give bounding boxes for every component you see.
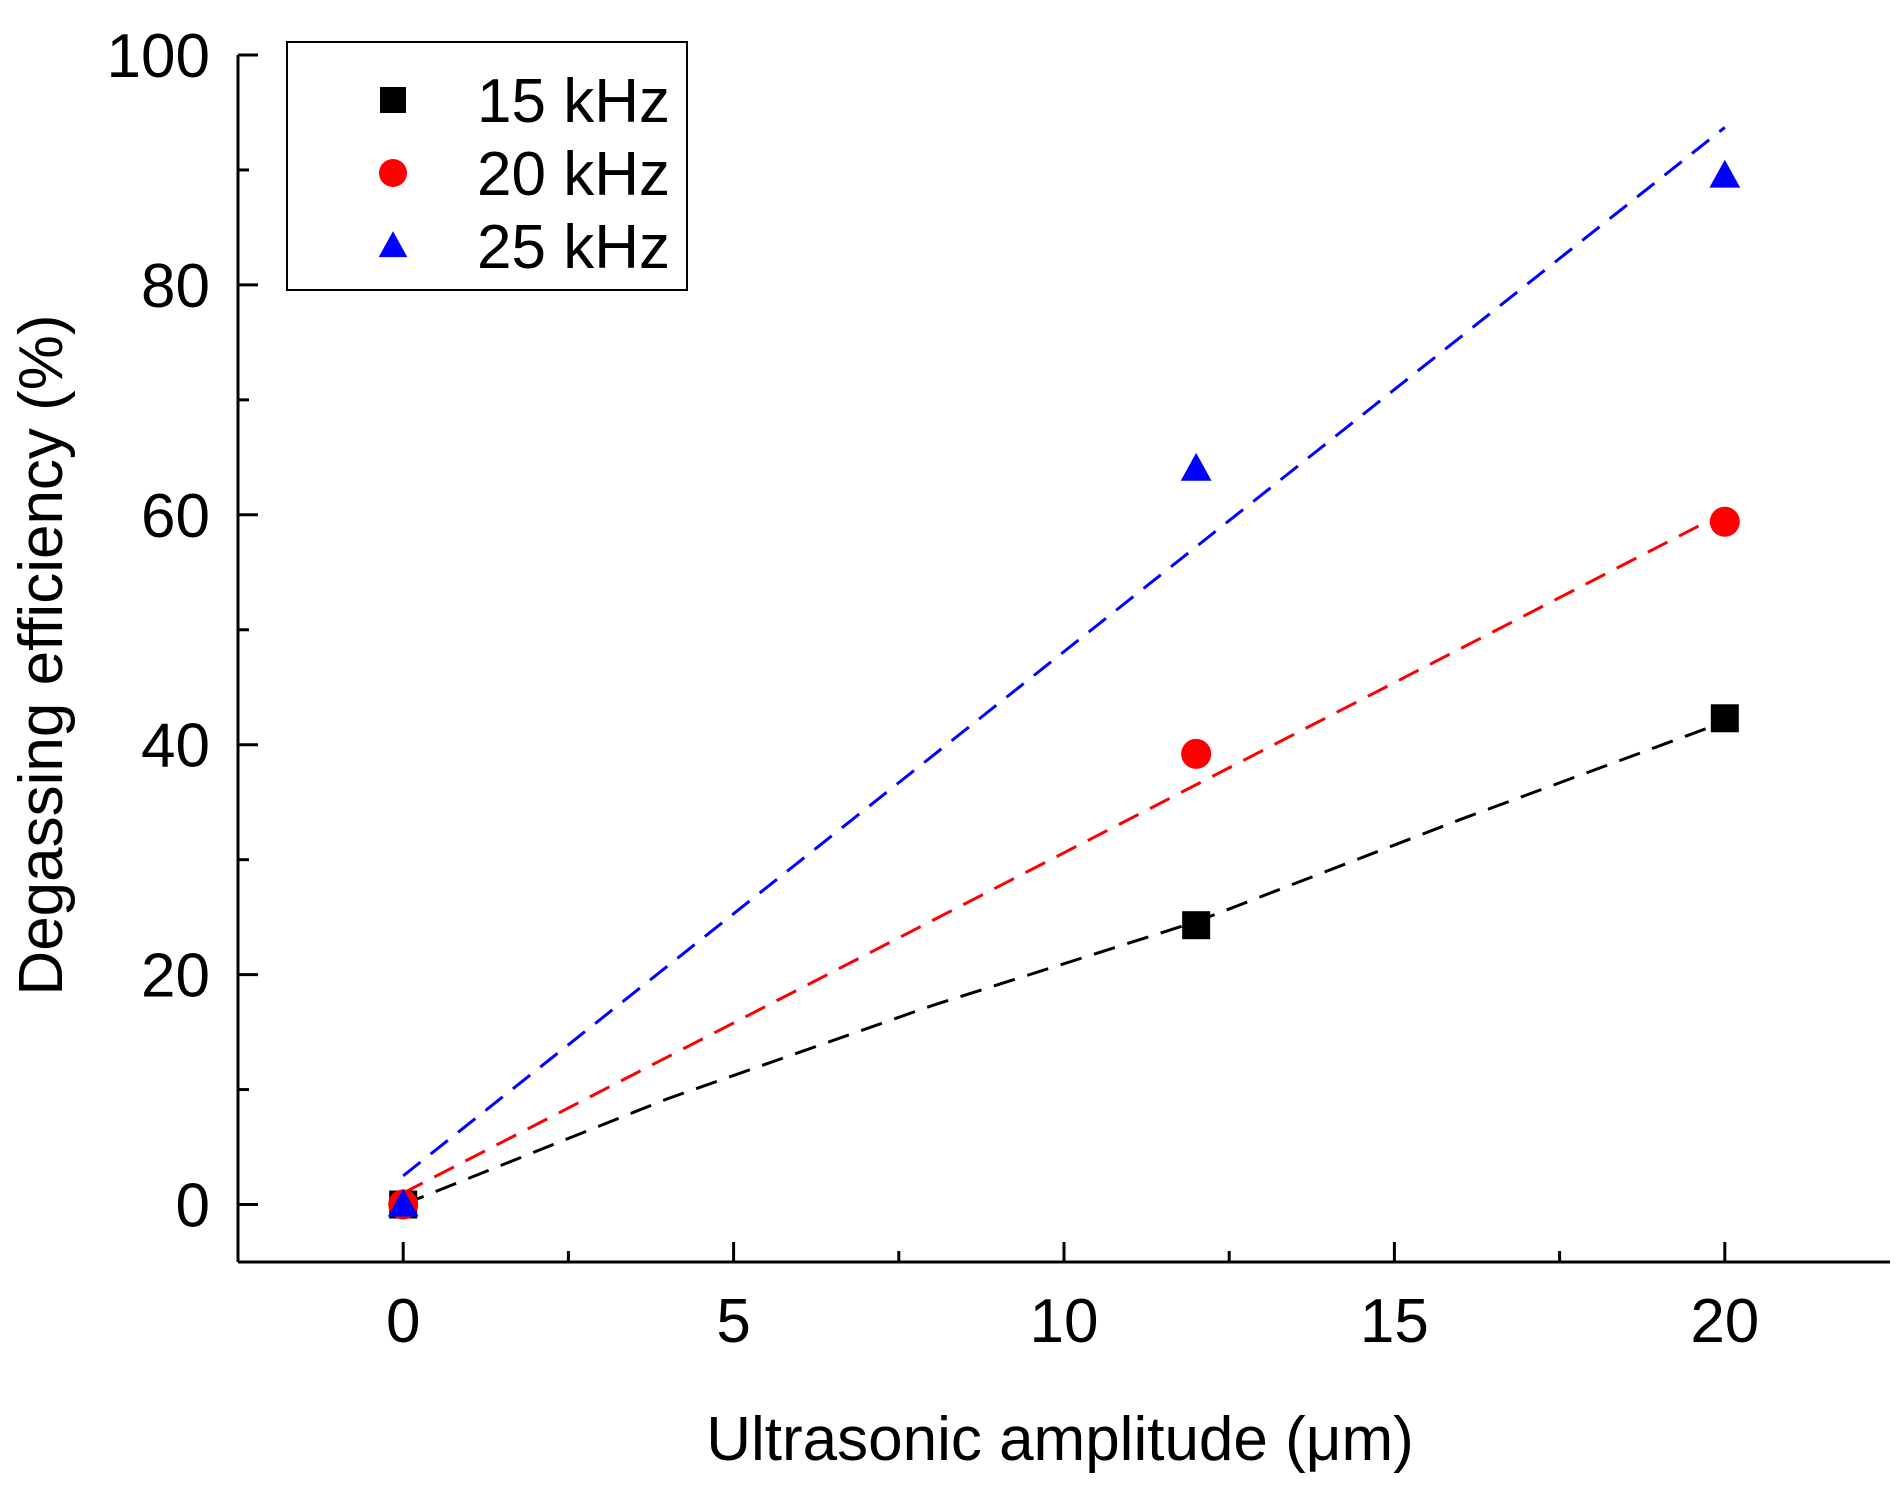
data-point-15-khz	[1710, 704, 1739, 733]
data-point-25-khz	[387, 1188, 419, 1217]
fit-line-15-khz	[402, 720, 1726, 1206]
data-point-20-khz	[1709, 506, 1740, 537]
fit-line-25-khz	[402, 126, 1726, 1177]
y-axis: 0 20 40 60 80 100	[107, 22, 258, 1241]
legend-box	[286, 41, 688, 291]
x-tick-label: 10	[1030, 1287, 1099, 1356]
x-tick-label: 20	[1690, 1287, 1759, 1356]
y-tick-label: 80	[141, 252, 210, 321]
fit-line-20-khz	[402, 511, 1726, 1195]
data-point-20-khz	[1181, 738, 1212, 769]
x-tick-label: 15	[1360, 1287, 1429, 1356]
data-point-15-khz	[1182, 911, 1211, 940]
y-axis-label: Degassing efficiency (%)	[7, 314, 76, 995]
legend-label: 15 kHz	[477, 67, 670, 136]
y-tick-label: 60	[141, 482, 210, 551]
data-point-25-khz	[1709, 159, 1741, 188]
x-axis: 0 5 10 15 20	[386, 1242, 1759, 1356]
x-tick-label: 5	[716, 1287, 750, 1356]
legend-label: 25 kHz	[477, 213, 670, 282]
data-points	[387, 159, 1741, 1220]
legend-label: 20 kHz	[477, 140, 670, 209]
y-tick-label: 20	[141, 942, 210, 1011]
legend-marker-15-khz	[380, 87, 406, 113]
x-axis-label: Ultrasonic amplitude (μm)	[706, 1405, 1414, 1474]
y-tick-label: 100	[107, 22, 210, 91]
legend-marker-20-khz	[379, 159, 407, 187]
y-tick-label: 40	[141, 712, 210, 781]
y-tick-label: 0	[176, 1172, 210, 1241]
x-tick-label: 0	[386, 1287, 420, 1356]
legend-marker-25-khz	[378, 231, 408, 258]
data-point-25-khz	[1180, 452, 1212, 481]
fit-lines	[402, 126, 1726, 1206]
